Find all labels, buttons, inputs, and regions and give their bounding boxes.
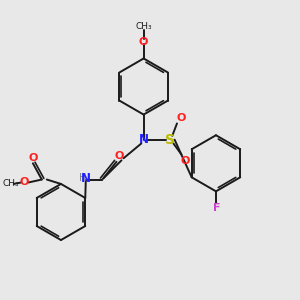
Text: CH₃: CH₃ — [2, 179, 19, 188]
Text: H: H — [79, 173, 86, 183]
Text: O: O — [19, 177, 28, 187]
Text: O: O — [181, 156, 190, 166]
Text: CH₃: CH₃ — [135, 22, 152, 31]
Text: F: F — [213, 202, 220, 213]
Text: N: N — [139, 133, 148, 146]
Text: N: N — [81, 172, 91, 185]
Text: O: O — [115, 152, 124, 161]
Text: O: O — [28, 153, 38, 163]
Text: S: S — [166, 133, 176, 147]
Text: O: O — [176, 113, 185, 123]
Text: O: O — [138, 37, 148, 47]
